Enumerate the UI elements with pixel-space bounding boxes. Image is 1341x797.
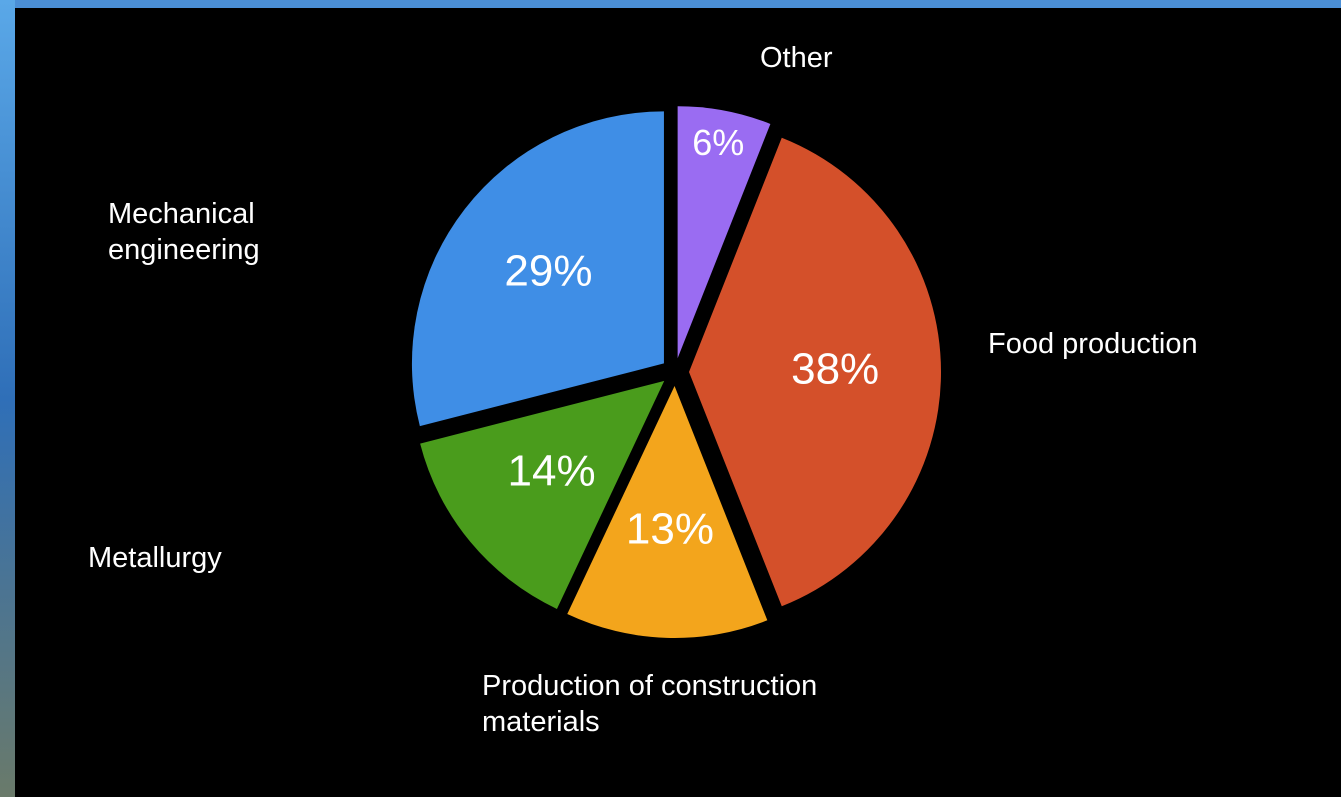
value-label: 13% <box>626 505 714 554</box>
value-label: 6% <box>692 122 744 163</box>
category-label: Production of construction materials <box>482 670 818 738</box>
category-label: Other <box>760 42 833 74</box>
pie-slice <box>420 380 665 609</box>
frame-left <box>0 0 15 797</box>
category-label: Mechanical engineering <box>108 198 260 266</box>
category-label: Food production <box>988 328 1198 360</box>
pie-slice <box>567 385 768 638</box>
value-label: 38% <box>791 345 879 394</box>
value-label: 29% <box>504 246 592 295</box>
frame-top <box>0 0 1341 8</box>
pie-slice <box>677 106 771 359</box>
pie-slice <box>689 137 941 607</box>
value-label: 14% <box>508 447 596 496</box>
category-label: Metallurgy <box>88 542 222 574</box>
pie-slice <box>411 111 664 427</box>
